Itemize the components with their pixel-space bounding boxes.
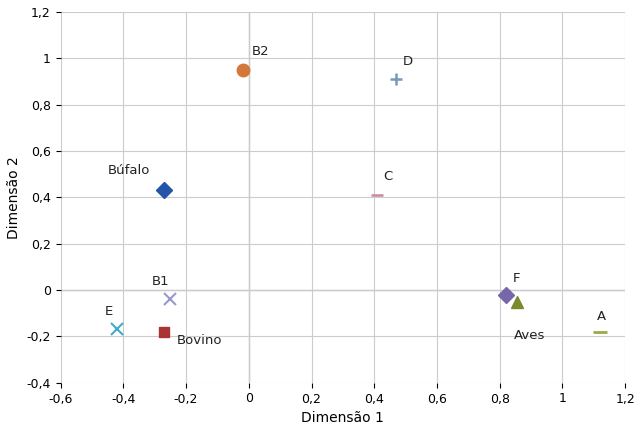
Text: D: D: [403, 54, 413, 67]
Text: C: C: [384, 171, 393, 184]
Y-axis label: Dimensão 2: Dimensão 2: [7, 156, 21, 239]
Text: A: A: [597, 309, 606, 323]
Text: Bovino: Bovino: [177, 334, 222, 347]
Text: B2: B2: [252, 45, 270, 58]
Text: B1: B1: [152, 275, 169, 288]
X-axis label: Dimensão 1: Dimensão 1: [302, 411, 385, 425]
Text: F: F: [512, 273, 520, 286]
Text: E: E: [105, 305, 113, 318]
Text: Búfalo: Búfalo: [108, 163, 150, 177]
Text: Aves: Aves: [514, 330, 545, 343]
